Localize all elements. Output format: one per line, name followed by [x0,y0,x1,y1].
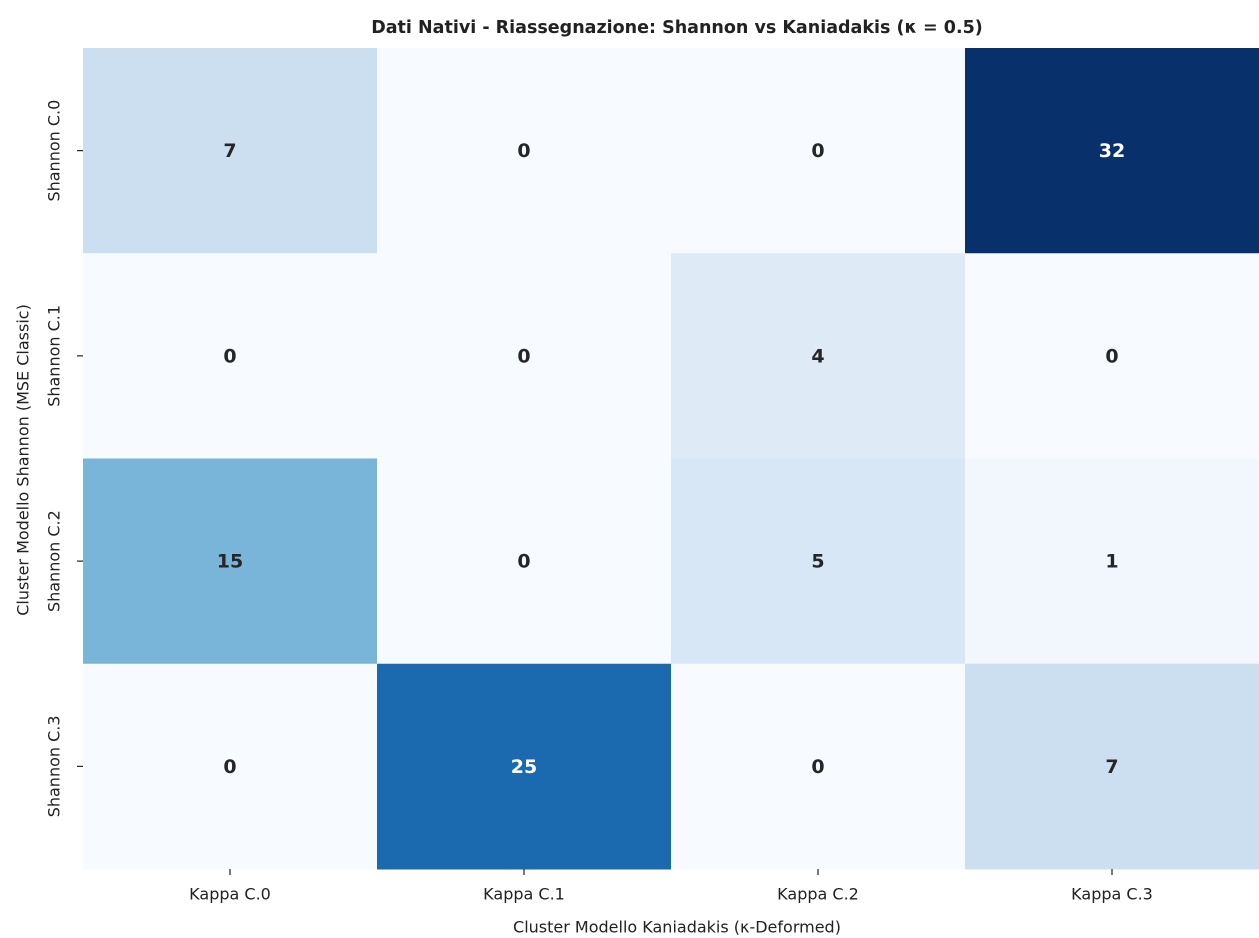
x-tick-label: Kappa C.2 [777,885,859,904]
cell-label: 7 [223,140,236,162]
y-tick-label: Shannon C.3 [45,715,64,817]
chart-title: Dati Nativi - Riassegnazione: Shannon vs… [371,18,983,38]
heatmap-cell [671,458,966,665]
x-tick-label: Kappa C.0 [189,885,271,904]
x-tick-label: Kappa C.3 [1071,885,1153,904]
heatmap-cell [671,663,966,870]
y-tick-label: Shannon C.0 [45,100,64,202]
y-tick-label: Shannon C.2 [45,510,64,612]
heatmap-cell [377,48,672,254]
x-axis-label: Cluster Modello Kaniadakis (κ-Deformed) [513,918,841,937]
cell-label: 0 [223,756,236,778]
y-axis-label: Cluster Modello Shannon (MSE Classic) [14,304,33,616]
heatmap-cell [671,253,966,459]
cell-label: 5 [811,551,824,573]
cell-label: 0 [811,756,824,778]
x-tick-label: Kappa C.1 [483,885,565,904]
heatmap-cell [965,458,1259,665]
y-tick-label: Shannon C.1 [45,305,64,407]
heatmap-cell [377,458,672,665]
cell-label: 0 [811,140,824,162]
heatmap-cell [83,48,378,254]
heatmap-cell [377,663,672,870]
cell-label: 15 [217,551,243,573]
heatmap-cell [965,663,1259,870]
cell-label: 25 [511,756,537,778]
cell-label: 7 [1105,756,1118,778]
heatmap-cell [377,253,672,459]
heatmap-cell [965,48,1259,254]
cell-label: 0 [1105,345,1118,367]
heatmap-cell [965,253,1259,459]
cell-label: 0 [517,551,530,573]
heatmap-cell [83,663,378,870]
heatmap-cell [83,253,378,459]
cell-label: 0 [517,140,530,162]
heatmap-cell [83,458,378,665]
cell-label: 1 [1105,551,1118,573]
cell-label: 32 [1099,140,1125,162]
cell-label: 0 [517,345,530,367]
cell-label: 4 [811,345,824,367]
cell-label: 0 [223,345,236,367]
heatmap-cell [671,48,966,254]
